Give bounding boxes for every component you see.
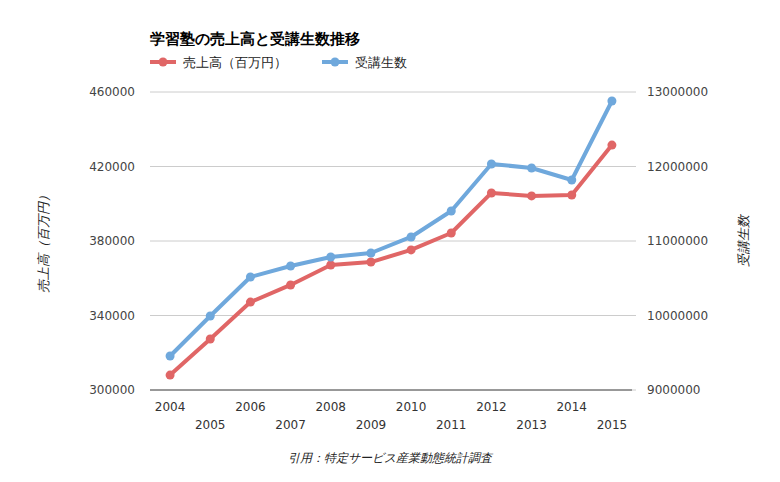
grid-line	[150, 241, 632, 242]
y-tick-label: 340000	[89, 309, 135, 323]
series-point	[326, 253, 335, 262]
legend-marker	[331, 58, 340, 67]
series-point	[527, 163, 536, 172]
legend-label: 売上高（百万円）	[183, 55, 287, 70]
x-tick-label: 2013	[516, 418, 547, 432]
x-tick-label: 2005	[195, 418, 226, 432]
y-tick-label: 380000	[89, 234, 135, 248]
series-point	[487, 159, 496, 168]
x-tick-label: 2009	[356, 418, 387, 432]
series-point	[326, 261, 335, 270]
series-point	[206, 334, 215, 343]
title: 学習塾の売上高と受講生数推移	[150, 30, 360, 48]
y-tick-label: 460000	[89, 85, 135, 99]
y2-tick-label: 10000000	[647, 309, 708, 323]
x-tick-label: 2015	[597, 418, 628, 432]
series-point	[166, 352, 175, 361]
x-tick-label: 2006	[235, 400, 266, 414]
y2-tick	[632, 315, 636, 316]
series-point	[246, 272, 255, 281]
y2-tick-label: 13000000	[647, 85, 708, 99]
x-tick-label: 2008	[315, 400, 346, 414]
series-point	[407, 232, 416, 241]
x-tick-label: 2010	[396, 400, 427, 414]
x-tick-label: 2012	[476, 400, 507, 414]
series-line	[170, 101, 612, 356]
y2-axis-label: 受講生数	[736, 213, 751, 267]
series-point	[286, 280, 295, 289]
series-point	[527, 191, 536, 200]
grid-line	[150, 166, 632, 167]
y-axis-label: 売上高（百万円）	[36, 189, 51, 293]
x-tick-label: 2007	[275, 418, 306, 432]
series-point	[206, 312, 215, 321]
series-point	[246, 298, 255, 307]
grid-line	[150, 92, 632, 93]
series-point	[166, 371, 175, 380]
chart: 学習塾の売上高と受講生数推移 300000 340000 380000 420000 46…	[0, 0, 780, 482]
series-point	[607, 97, 616, 106]
grid-line	[150, 390, 632, 391]
series-line	[170, 145, 612, 375]
series-point	[607, 141, 616, 150]
series-point	[286, 262, 295, 271]
series-point	[366, 258, 375, 267]
series-point	[567, 190, 576, 199]
y2-tick	[632, 241, 636, 242]
series-point	[407, 245, 416, 254]
y2-tick	[632, 390, 636, 391]
series-point	[447, 206, 456, 215]
y2-tick	[632, 92, 636, 93]
legend-marker	[159, 58, 168, 67]
y-tick-label: 420000	[89, 160, 135, 174]
series-point	[567, 175, 576, 184]
y2-tick-label: 11000000	[647, 234, 708, 248]
legend-label: 受講生数	[355, 55, 407, 70]
y2-tick-label: 9000000	[647, 383, 700, 397]
y-tick-label: 300000	[89, 383, 135, 397]
grid-line	[150, 315, 632, 316]
plot-area	[166, 97, 617, 380]
y2-tick	[632, 166, 636, 167]
series-point	[487, 188, 496, 197]
x-tick-label: 2014	[556, 400, 587, 414]
y2-tick-label: 12000000	[647, 160, 708, 174]
series-point	[366, 248, 375, 257]
source-note: 引用：特定サービス産業動態統計調査	[288, 451, 494, 465]
x-tick-label: 2004	[155, 400, 186, 414]
series-point	[447, 228, 456, 237]
x-tick-label: 2011	[436, 418, 467, 432]
